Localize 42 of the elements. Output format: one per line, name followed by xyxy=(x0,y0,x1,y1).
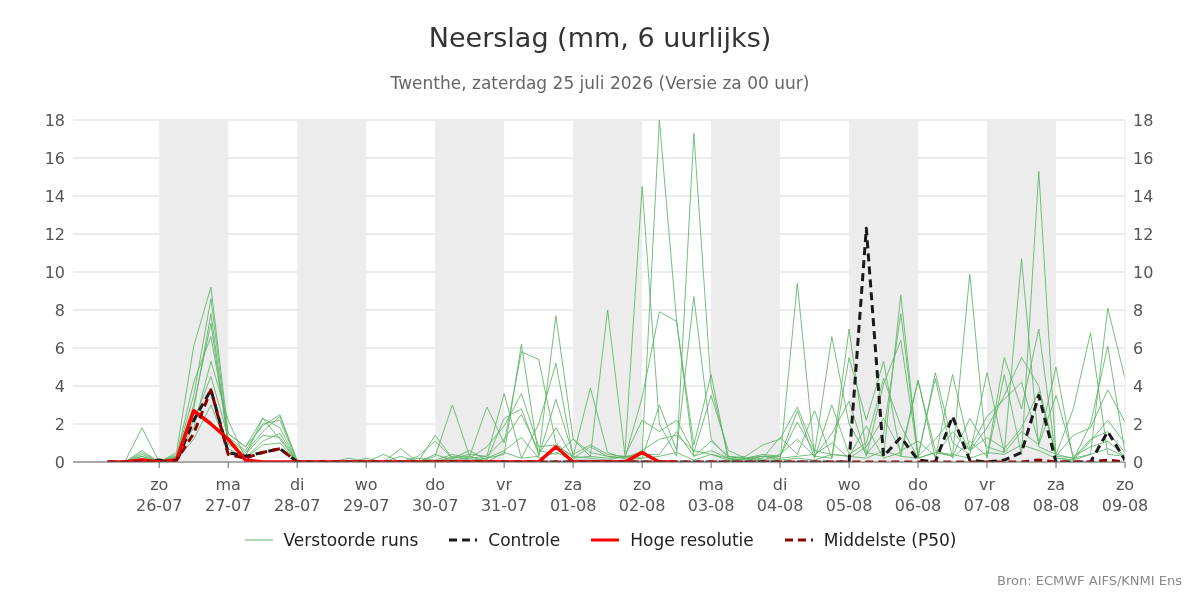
y2-tick-label: 12 xyxy=(1133,224,1154,244)
x-tick-label: zo 02-08 xyxy=(618,475,666,515)
x-tick-label: vr 31-07 xyxy=(480,475,528,515)
legend-label: Controle xyxy=(488,530,561,550)
x-tick-label: zo 09-08 xyxy=(1101,475,1149,515)
y2-tick-label: 16 xyxy=(1133,148,1154,168)
chart-title: Neerslag (mm, 6 uurlijks) xyxy=(427,22,773,53)
x-tick-label: wo 29-07 xyxy=(342,475,390,515)
legend-label: Verstoorde runs xyxy=(283,530,419,550)
y-tick-label: 0 xyxy=(54,452,65,472)
y-tick-label: 12 xyxy=(44,224,65,244)
x-tick-label: di 04-08 xyxy=(756,475,804,515)
y2-tick-label: 4 xyxy=(1133,376,1144,396)
y2-tick-label: 14 xyxy=(1133,186,1154,206)
x-tick-label: wo 05-08 xyxy=(825,475,873,515)
y-tick-label: 10 xyxy=(44,262,65,282)
x-tick-label: do 06-08 xyxy=(894,475,942,515)
y-tick-label: 6 xyxy=(54,338,65,358)
y2-tick-label: 6 xyxy=(1133,338,1144,358)
x-tick-label: di 28-07 xyxy=(273,475,321,515)
y-tick-label: 8 xyxy=(54,300,65,320)
y2-tick-label: 18 xyxy=(1133,110,1154,130)
y2-tick-label: 2 xyxy=(1133,414,1144,434)
x-tick-label: ma 27-07 xyxy=(204,475,252,515)
x-tick-label: za 01-08 xyxy=(549,475,597,515)
y2-tick-label: 10 xyxy=(1133,262,1154,282)
y-tick-label: 16 xyxy=(44,148,65,168)
x-tick-label: do 30-07 xyxy=(411,475,459,515)
chart-subtitle: Twenthe, zaterdag 25 juli 2026 (Versie za 00 uur) xyxy=(389,73,811,93)
x-tick-label: za 08-08 xyxy=(1032,475,1080,515)
y2-tick-label: 8 xyxy=(1133,300,1144,320)
y-tick-label: 14 xyxy=(44,186,65,206)
legend-label: Middelste (P50) xyxy=(823,530,957,550)
y-tick-label: 4 xyxy=(54,376,65,396)
x-tick-label: vr 07-08 xyxy=(963,475,1011,515)
x-tick-label: ma 03-08 xyxy=(687,475,735,515)
text: Bron: ECMWF AIFS/KNMI Ens xyxy=(997,573,1182,588)
y-tick-label: 2 xyxy=(54,414,65,434)
y-tick-label: 18 xyxy=(44,110,65,130)
y2-tick-label: 0 xyxy=(1133,452,1144,472)
x-tick-label: zo 26-07 xyxy=(135,475,183,515)
legend-label: Hoge resolutie xyxy=(630,530,754,550)
